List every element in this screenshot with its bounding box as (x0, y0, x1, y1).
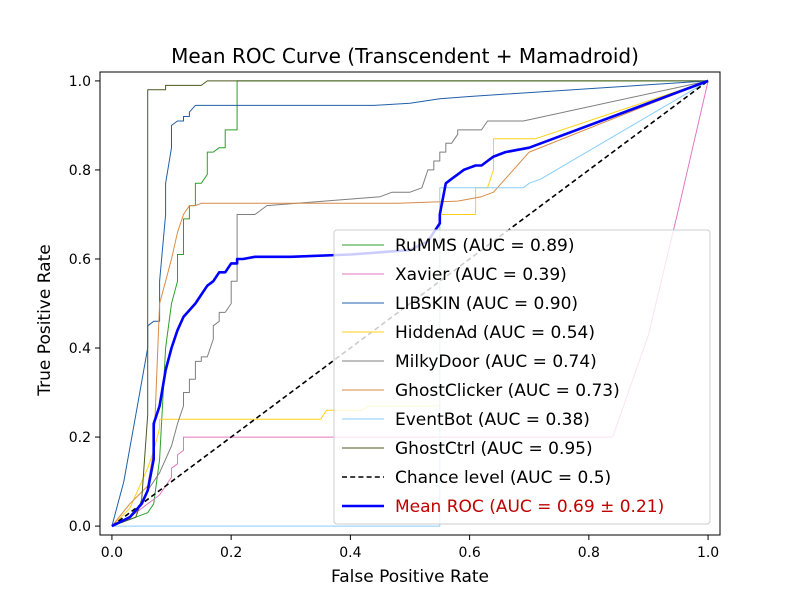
legend-box (333, 229, 711, 525)
x-tick-label: 0.8 (578, 545, 600, 561)
series-layer (111, 79, 709, 528)
x-tick-label: 0.6 (458, 545, 480, 561)
y-tick-label: 0.6 (69, 252, 91, 268)
series-line-mean-roc (111, 79, 709, 528)
axes-layer: 0.0 0.2 0.4 0.6 0.8 1.0 0.0 0.2 0.4 0.6 0.8 1.0 (69, 71, 721, 561)
legend-label-ghostctrl: GhostCtrl (AUC = 0.95) (395, 439, 593, 459)
series-line-milkydoor (111, 80, 709, 527)
chart-title: Mean ROC Curve (Transcendent + Mamadroid… (171, 44, 639, 68)
y-tick-label: 0.0 (69, 519, 91, 535)
legend-label-hiddenad: HiddenAd (AUC = 0.54) (395, 323, 595, 343)
x-tick-label: 1.0 (697, 545, 719, 561)
series-line-ghostctrl (111, 80, 709, 527)
legend-label-libskin: LIBSKIN (AUC = 0.90) (395, 294, 578, 314)
x-tick-label: 0.4 (339, 545, 361, 561)
x-tick-label: 0.0 (101, 545, 123, 561)
y-tick-label: 0.4 (69, 341, 91, 357)
legend-label-rumms: RuMMS (AUC = 0.89) (395, 236, 574, 256)
legend-label-xavier: Xavier (AUC = 0.39) (395, 265, 567, 285)
plot-frame (99, 71, 721, 536)
legend: RuMMS (AUC = 0.89) Xavier (AUC = 0.39) LIB… (333, 229, 711, 525)
legend-label-mean-roc: Mean ROC (AUC = 0.69 ± 0.21) (395, 497, 664, 517)
series-line-eventbot (111, 80, 709, 527)
y-tick-label: 0.8 (69, 163, 91, 179)
y-tick-label: 0.2 (69, 430, 91, 446)
legend-label-chance-level: Chance level (AUC = 0.5) (395, 468, 611, 488)
legend-label-milkydoor: MilkyDoor (AUC = 0.74) (395, 352, 597, 372)
legend-label-eventbot: EventBot (AUC = 0.38) (395, 410, 590, 430)
x-tick-label: 0.2 (220, 545, 242, 561)
y-axis-label: True Positive Rate (35, 244, 55, 396)
y-tick-label: 1.0 (69, 74, 91, 90)
x-axis-label: False Positive Rate (331, 567, 489, 587)
legend-label-ghostclicker: GhostClicker (AUC = 0.73) (395, 381, 620, 401)
